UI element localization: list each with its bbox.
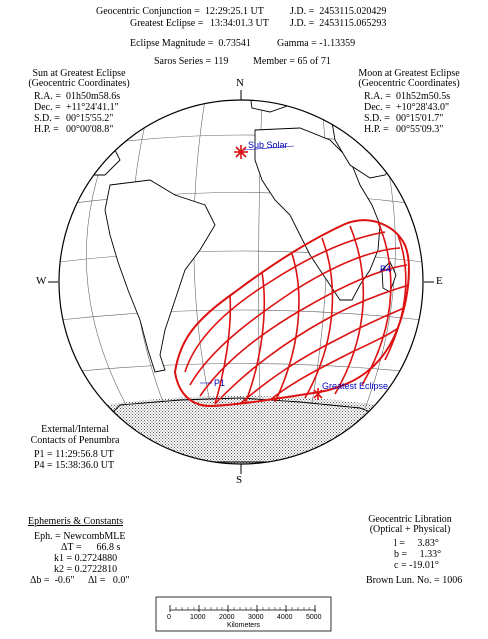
moon-sd-value: 00°15'01.7": [396, 113, 444, 124]
sun-sd-label: S.D. =: [34, 113, 60, 124]
sun-ra-value: 01h50m58.6s: [66, 91, 121, 102]
eclipse-path: [174, 219, 410, 407]
ephemeris-delta-l: Δl = 0.0": [88, 575, 130, 586]
p1-label: P1: [214, 378, 226, 388]
sub-solar-leader: [243, 145, 295, 151]
greatest-eclipse-map-label: Greatest Eclipse: [322, 381, 389, 391]
ephemeris-k2: k2 = 0.2722810: [54, 564, 118, 575]
scale-unit: Kilometers: [226, 622, 261, 629]
ephemeris-delta-b: Δb = -0.6": [30, 575, 75, 586]
greatest-eclipse-marker: [313, 388, 323, 400]
sun-dec-label: Dec. =: [34, 102, 61, 113]
scale-tick-5000: 5000: [306, 614, 322, 621]
sun-subtitle: (Geocentric Coordinates): [28, 78, 130, 89]
compass-south: S: [236, 474, 243, 486]
scale-tick-2000: 2000: [219, 614, 235, 621]
greatest-eclipse-time: 13:34:01.3 UT: [210, 18, 269, 29]
sun-hp-label: H.P. =: [34, 124, 59, 135]
scale-bar: [155, 596, 332, 632]
globe-outline: [58, 99, 424, 465]
sun-ra-label: R.A. =: [34, 91, 62, 102]
saros-series: Saros Series = 119: [154, 56, 229, 67]
compass-east: E: [436, 275, 443, 287]
sun-dec-value: +11°24'41.1": [66, 102, 119, 113]
libration-c: c = -19.01°: [394, 560, 439, 571]
moon-ra-value: 01h52m50.5s: [396, 91, 451, 102]
gamma: Gamma = -1.13359: [277, 38, 356, 49]
contacts-title: External/Internal: [41, 424, 109, 435]
ephemeris-name: Eph. = NewcombMLE: [34, 531, 126, 542]
scale-tick-3000: 3000: [248, 614, 264, 621]
contacts-subtitle: Contacts of Penumbra: [30, 435, 120, 446]
conjunction-label: Geocentric Conjunction =: [96, 6, 200, 17]
ephemeris-title: Ephemeris & Constants: [28, 516, 123, 527]
moon-dec-label: Dec. =: [364, 102, 391, 113]
ephemeris-delta-t: ΔT = 66.8 s: [61, 542, 121, 553]
moon-dec-value: +10°28'43.0": [396, 102, 450, 113]
conjunction-time: 12:29:25.1 UT: [205, 6, 264, 17]
conjunction-jd: J.D. = 2453115.020429: [290, 6, 387, 17]
libration-b: b = 1.33°: [394, 549, 442, 560]
moon-ra-label: R.A. =: [364, 91, 392, 102]
sun-sd-value: 00°15'55.2": [66, 113, 114, 124]
libration-subtitle: (Optical + Physical): [369, 524, 451, 535]
compass-north: N: [236, 77, 244, 89]
moon-subtitle: (Geocentric Coordinates): [358, 78, 460, 89]
scale-tick-1000: 1000: [190, 614, 206, 621]
eclipse-magnitude: Eclipse Magnitude = 0.73541: [130, 38, 251, 49]
moon-hp-label: H.P. =: [364, 124, 389, 135]
contact-p4: P4 = 15:38:36.0 UT: [34, 460, 115, 471]
ephemeris-k1: k1 = 0.2724880: [54, 553, 118, 564]
moon-hp-value: 00°55'09.3": [396, 124, 444, 135]
contact-p1: P1 = 11:29:56.8 UT: [34, 449, 114, 460]
greatest-eclipse-jd: J.D. = 2453115.065293: [290, 18, 387, 29]
compass-west: W: [36, 275, 47, 287]
saros-member: Member = 65 of 71: [253, 56, 331, 67]
greatest-eclipse-label: Greatest Eclipse =: [130, 18, 204, 29]
sun-hp-value: 00°00'08.8": [66, 124, 114, 135]
moon-title: Moon at Greatest Eclipse: [358, 68, 460, 79]
sub-solar-marker: [234, 145, 248, 159]
libration-l: l = 3.83°: [394, 538, 439, 549]
scale-tick-0: 0: [167, 614, 171, 621]
sun-title: Sun at Greatest Eclipse: [32, 68, 126, 79]
p4-label: P4: [380, 264, 392, 274]
sub-solar-label: Sub Solar: [248, 140, 288, 150]
moon-sd-label: S.D. =: [364, 113, 390, 124]
brown-lunation: Brown Lun. No. = 1006: [366, 575, 463, 586]
libration-title: Geocentric Libration: [368, 514, 452, 525]
scale-tick-4000: 4000: [277, 614, 293, 621]
